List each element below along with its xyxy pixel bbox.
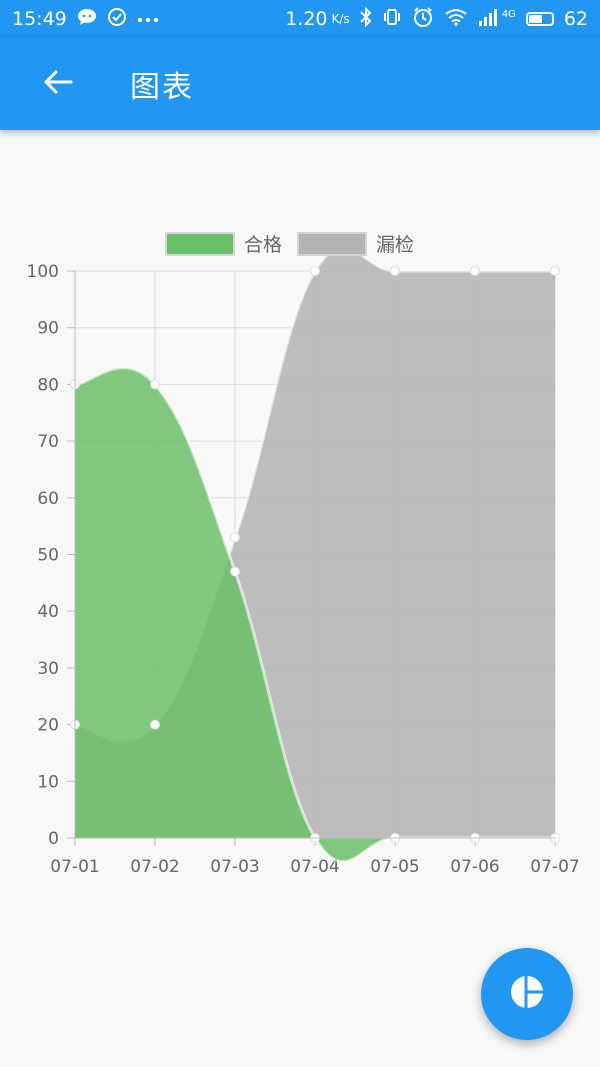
y-tick-label: 80 (37, 375, 59, 395)
data-point (150, 379, 160, 390)
check-circle-icon (107, 7, 127, 31)
y-tick-label: 20 (37, 716, 59, 736)
chart-toggle-button[interactable] (481, 948, 573, 1040)
status-time: 15:49 (12, 8, 67, 30)
x-tick-label: 07-07 (530, 857, 579, 877)
area-chart: 0 10 20 30 40 50 60 70 80 90 100 07-01 07-02 07-03 07-… (0, 200, 600, 900)
data-point (550, 266, 560, 276)
back-button[interactable] (30, 56, 86, 112)
page-title: 图表 (130, 70, 194, 105)
battery-icon (525, 12, 554, 26)
battery-percent: 62 (563, 8, 588, 30)
legend-swatch (165, 232, 235, 256)
x-tick-label: 07-03 (210, 857, 259, 877)
more-dots-icon (137, 10, 159, 28)
data-point (230, 532, 240, 543)
data-point (150, 719, 160, 730)
data-point (310, 266, 320, 276)
bluetooth-icon (359, 6, 372, 31)
y-tick-label: 90 (37, 319, 59, 339)
y-tick-label: 10 (37, 772, 59, 792)
y-tick-label: 60 (37, 489, 59, 509)
data-point (390, 266, 400, 276)
alarm-icon (412, 6, 434, 32)
y-tick-label: 100 (27, 262, 59, 282)
status-bar-right: 1.20 K/s 4G 62 (285, 6, 588, 32)
status-bar-left: 15:49 (12, 7, 159, 31)
net-speed-value: 1.20 (285, 8, 328, 30)
battery-level (528, 15, 543, 23)
y-tick-label: 0 (48, 829, 59, 849)
pie-chart-icon (509, 974, 546, 1014)
app-bar: 图表 (0, 38, 600, 130)
legend-label: 合格 (244, 234, 282, 256)
data-point (470, 266, 480, 276)
legend-swatch (297, 232, 367, 256)
wifi-icon (444, 8, 468, 30)
y-tick-label: 40 (37, 602, 59, 622)
chart-svg: 0 10 20 30 40 50 60 70 80 90 100 07-01 07-02 07-03 07-… (27, 232, 580, 877)
x-tick-label: 07-01 (50, 857, 99, 877)
legend-label: 漏检 (376, 234, 414, 256)
signal-icon (478, 8, 500, 30)
net-speed-unit: K/s (331, 12, 350, 26)
vibrate-icon (382, 7, 402, 31)
y-tick-label: 30 (37, 659, 59, 679)
y-tick-label: 50 (37, 546, 59, 566)
chat-icon (77, 8, 97, 30)
series-area (75, 367, 555, 862)
x-tick-label: 07-04 (290, 857, 339, 877)
x-tick-label: 07-02 (130, 857, 179, 877)
y-tick-label: 70 (37, 432, 59, 452)
x-tick-label: 07-06 (450, 857, 499, 877)
status-bar: 15:49 1.20 K/s 4G 62 (0, 0, 600, 38)
arrow-left-icon (43, 69, 73, 99)
data-point (230, 566, 240, 577)
network-type-label: 4G (501, 8, 516, 20)
x-tick-label: 07-05 (370, 857, 419, 877)
